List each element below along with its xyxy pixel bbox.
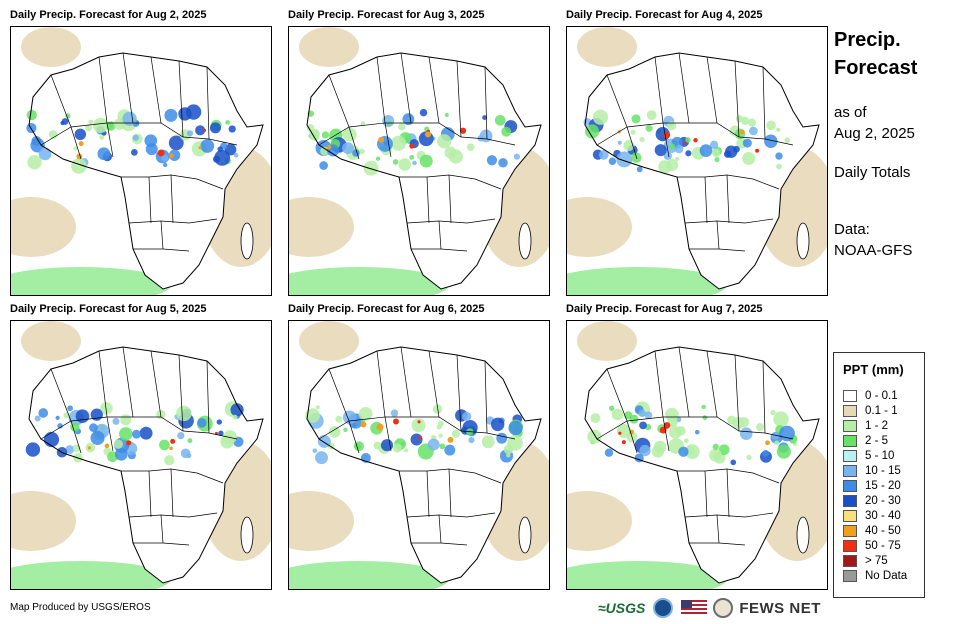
us-flag-icon: [681, 600, 708, 616]
legend-item: 40 - 50: [843, 524, 901, 538]
legend-title: PPT (mm): [843, 362, 904, 377]
panel-title: Daily Precip. Forecast for Aug 2, 2025: [10, 9, 207, 21]
legend-label: 15 - 20: [865, 480, 901, 492]
data-source: NOAA-GFS: [834, 242, 913, 259]
asof-label: as of: [834, 104, 867, 121]
side-info: Precip. Forecast as of Aug 2, 2025 Daily…: [834, 26, 964, 261]
africa-map-graphic: [567, 321, 827, 589]
legend-swatch: [843, 480, 857, 492]
panel-title: Daily Precip. Forecast for Aug 6, 2025: [288, 303, 485, 315]
legend-swatch: [843, 510, 857, 522]
legend-swatch: [843, 435, 857, 447]
precip-map: [288, 26, 550, 296]
asof-date: Aug 2, 2025: [834, 125, 915, 142]
legend-label: 0 - 0.1: [865, 390, 898, 402]
legend-swatch: [843, 555, 857, 567]
legend-label: No Data: [865, 570, 908, 582]
legend-item: 30 - 40: [843, 509, 901, 523]
legend-swatch: [843, 450, 857, 462]
legend-label: 30 - 40: [865, 510, 901, 522]
legend-item: No Data: [843, 569, 907, 583]
legend-swatch: [843, 570, 857, 582]
panel-title: Daily Precip. Forecast for Aug 5, 2025: [10, 303, 207, 315]
precip-map: [566, 320, 828, 590]
credit-text: Map Produced by USGS/EROS: [10, 602, 151, 613]
legend-label: 20 - 30: [865, 495, 901, 507]
fews-net-logo: FEWS NET: [739, 599, 821, 617]
state-dept-seal-icon: [713, 598, 734, 618]
africa-map-graphic: [11, 27, 271, 295]
totals-label: Daily Totals: [834, 164, 911, 181]
legend-swatch: [843, 495, 857, 507]
legend-label: 40 - 50: [865, 525, 901, 537]
legend: PPT (mm) 0 - 0.1 0.1 - 1 1 - 2 2 - 5 5 - 10 1…: [833, 352, 925, 598]
panel-title: Daily Precip. Forecast for Aug 7, 2025: [566, 303, 763, 315]
legend-swatch: [843, 390, 857, 402]
legend-swatch: [843, 525, 857, 537]
legend-item: 0 - 0.1: [843, 389, 898, 403]
legend-item: > 75: [843, 554, 888, 568]
panel-title: Daily Precip. Forecast for Aug 4, 2025: [566, 9, 763, 21]
legend-label: 0.1 - 1: [865, 405, 898, 417]
legend-label: 2 - 5: [865, 435, 889, 447]
legend-item: 10 - 15: [843, 464, 901, 478]
side-title-line1: Precip.: [834, 29, 901, 51]
legend-item: 20 - 30: [843, 494, 901, 508]
legend-swatch: [843, 405, 857, 417]
legend-item: 5 - 10: [843, 449, 894, 463]
precip-map: [566, 26, 828, 296]
panel-title: Daily Precip. Forecast for Aug 3, 2025: [288, 9, 485, 21]
side-title-line2: Forecast: [834, 57, 918, 79]
precip-map: [10, 26, 272, 296]
logo-bar: ≈USGS FEWS NET: [598, 596, 821, 620]
legend-item: 1 - 2: [843, 419, 888, 433]
legend-item: 2 - 5: [843, 434, 888, 448]
noaa-logo-icon: [653, 598, 674, 618]
legend-label: 10 - 15: [865, 465, 901, 477]
data-label: Data:: [834, 221, 870, 238]
legend-label: 5 - 10: [865, 450, 895, 462]
africa-map-graphic: [289, 27, 549, 295]
africa-map-graphic: [567, 27, 827, 295]
legend-item: 50 - 75: [843, 539, 901, 553]
legend-item: 0.1 - 1: [843, 404, 898, 418]
legend-label: 50 - 75: [865, 540, 901, 552]
africa-map-graphic: [11, 321, 271, 589]
legend-swatch: [843, 420, 857, 432]
legend-label: > 75: [865, 555, 888, 567]
usgs-logo: ≈USGS: [598, 600, 646, 616]
precip-map: [10, 320, 272, 590]
africa-map-graphic: [289, 321, 549, 589]
legend-swatch: [843, 540, 857, 552]
legend-swatch: [843, 465, 857, 477]
precip-map: [288, 320, 550, 590]
legend-item: 15 - 20: [843, 479, 901, 493]
legend-label: 1 - 2: [865, 420, 889, 432]
